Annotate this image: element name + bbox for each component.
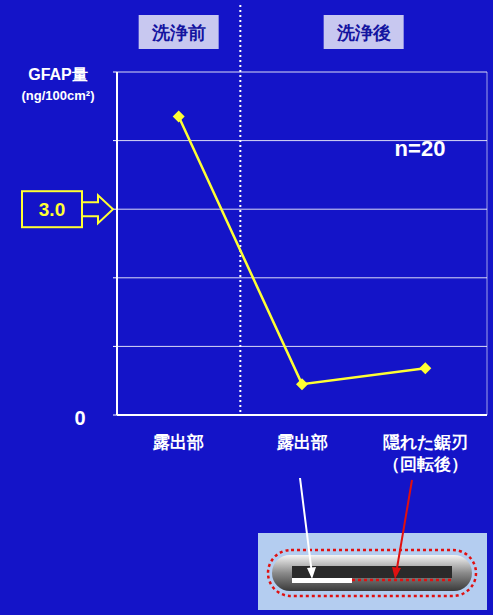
series bbox=[173, 111, 432, 391]
y-axis-title: GFAP量 (ng/100cm²) bbox=[22, 66, 95, 103]
pointer bbox=[300, 478, 312, 574]
marker bbox=[173, 111, 185, 123]
x-tick-label-line: 露出部 bbox=[152, 433, 204, 452]
tick-highlight-box bbox=[22, 191, 82, 227]
tick-highlight-arrow bbox=[82, 195, 113, 223]
inset-exposed bbox=[292, 578, 352, 583]
y-axis-title-line: (ng/100cm²) bbox=[22, 88, 95, 103]
x-tick-label-line: 露出部 bbox=[276, 433, 328, 452]
marker bbox=[419, 362, 431, 374]
chart: 洗浄前 洗浄後 0 3.0 GFAP量 (ng/100cm²) n=20 露出部 露出部 隠れた鋸… bbox=[0, 0, 493, 615]
group-box bbox=[324, 15, 404, 49]
y-axis-title-line: GFAP量 bbox=[28, 66, 88, 83]
background bbox=[0, 0, 493, 615]
inset-outline bbox=[268, 550, 476, 596]
y-tick-label: 0 bbox=[74, 407, 85, 429]
grid-line bbox=[117, 346, 487, 347]
group-divider bbox=[239, 5, 241, 415]
x-tick-label-line: （回転後） bbox=[383, 455, 468, 474]
group-label: 洗浄後 bbox=[336, 23, 391, 43]
plot-edge bbox=[487, 72, 488, 415]
grid-line bbox=[117, 209, 487, 210]
inset-blade-inner bbox=[292, 566, 452, 578]
inset-hidden bbox=[352, 579, 452, 582]
pointer bbox=[396, 480, 412, 574]
y-tick-label: 3.0 bbox=[39, 199, 65, 220]
line bbox=[179, 117, 426, 385]
y-axis bbox=[116, 72, 118, 415]
group-box bbox=[139, 15, 219, 49]
inset-blade bbox=[272, 555, 472, 591]
grid-line bbox=[117, 277, 487, 278]
inset-box bbox=[258, 533, 487, 610]
grid-line bbox=[117, 72, 487, 73]
pointer-head bbox=[307, 567, 316, 579]
pointer-head bbox=[392, 567, 401, 579]
x-tick-label-line: 隠れた鋸刃 bbox=[383, 433, 468, 452]
x-tick-label: 露出部 bbox=[276, 433, 328, 452]
group-label: 洗浄前 bbox=[151, 23, 206, 43]
annotation: n=20 bbox=[395, 136, 446, 161]
marker bbox=[296, 378, 308, 390]
x-axis bbox=[117, 414, 487, 416]
x-tick-label: 露出部 bbox=[152, 433, 204, 452]
x-tick-label: 隠れた鋸刃 （回転後） bbox=[383, 433, 468, 474]
